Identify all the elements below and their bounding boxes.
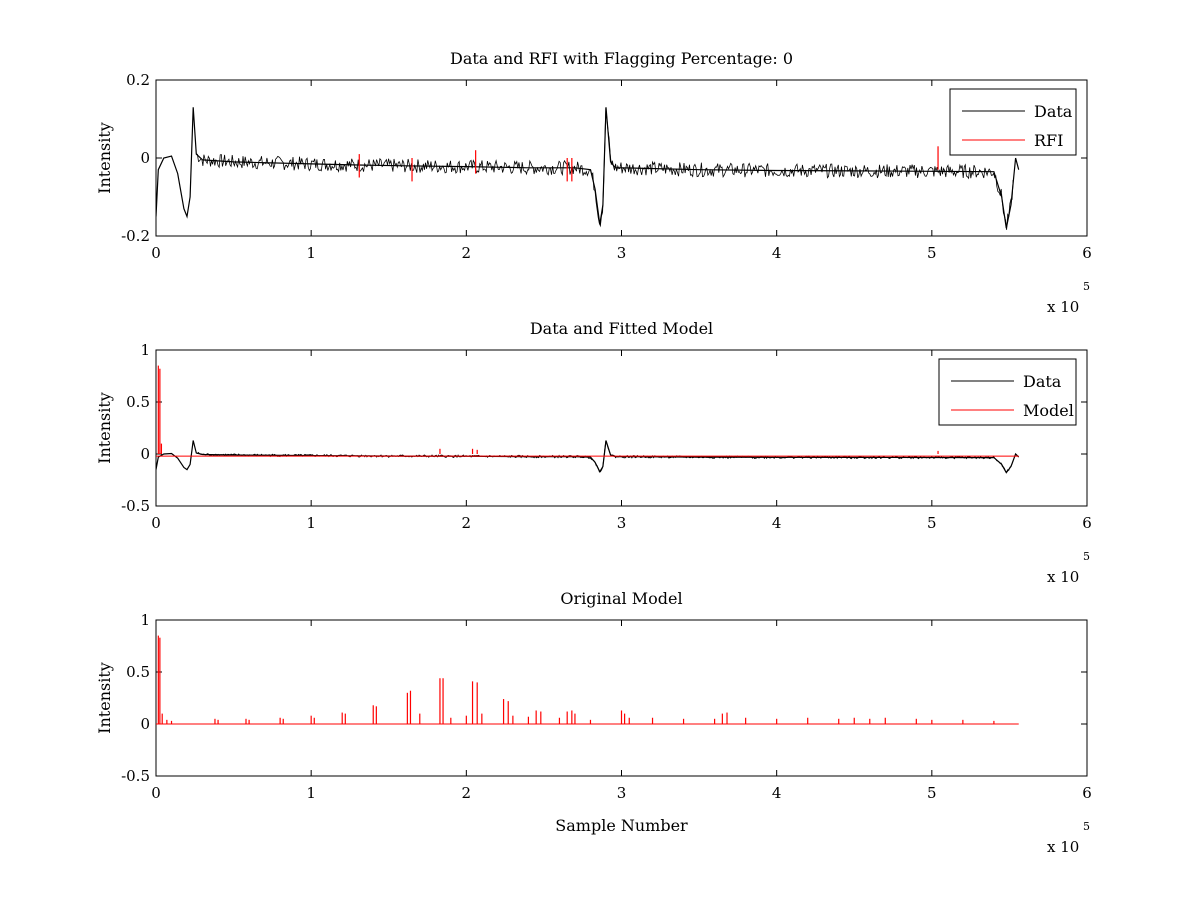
y-tick-label: 0.5 [126,393,150,411]
x-tick-label: 2 [462,244,472,262]
y-tick-label: -0.5 [121,767,150,785]
legend: Data Model [938,358,1077,426]
legend-label: RFI [1034,131,1063,150]
x-tick-label: 3 [617,784,627,802]
series-model [156,635,1019,725]
legend-label: Data [1023,372,1062,391]
x-multiplier: x 10 [1047,298,1079,316]
x-tick-label: 0 [151,784,161,802]
plot-area [155,79,1088,237]
x-tick-label: 5 [927,514,937,532]
legend: Data RFI [949,88,1077,156]
x-tick-label: 4 [772,784,782,802]
legend-label: Data [1034,102,1073,121]
series-model [156,365,1019,457]
plot-area [155,619,1088,777]
x-tick-label: 5 [927,784,937,802]
x-tick-label: 6 [1082,784,1092,802]
x-tick-label: 4 [772,244,782,262]
chart-title: Original Model [560,589,682,608]
y-tick-label: 0 [140,715,150,733]
x-tick-label: 0 [151,244,161,262]
chart-title: Data and RFI with Flagging Percentage: 0 [450,49,793,68]
y-axis-label: Intensity [95,662,114,734]
plot-area [155,349,1088,507]
x-multiplier: x 10 [1047,838,1079,856]
x-tick-label: 3 [617,244,627,262]
x-tick-label: 0 [151,514,161,532]
x-axis-label: Sample Number [555,816,688,835]
y-tick-label: 0 [140,149,150,167]
series-data [156,107,1020,230]
legend-label: Model [1023,401,1074,420]
x-tick-label: 5 [927,244,937,262]
y-axis-label: Intensity [95,392,114,464]
legend-box [949,88,1077,156]
y-tick-label: 0.5 [126,663,150,681]
y-tick-label: -0.5 [121,497,150,515]
x-tick-label: 2 [462,514,472,532]
x-tick-label: 1 [306,244,316,262]
y-axis-label: Intensity [95,122,114,194]
x-tick-label: 1 [306,784,316,802]
x-tick-label: 6 [1082,244,1092,262]
x-multiplier-exponent: 5 [1083,280,1090,293]
x-tick-label: 2 [462,784,472,802]
x-tick-label: 3 [617,514,627,532]
y-tick-label: 1 [140,341,150,359]
legend-box [938,358,1077,426]
chart-title: Data and Fitted Model [530,319,713,338]
x-tick-label: 1 [306,514,316,532]
x-multiplier-exponent: 5 [1083,820,1090,833]
series-noise [196,107,1014,230]
x-multiplier-exponent: 5 [1083,550,1090,563]
y-tick-label: 1 [140,611,150,629]
x-multiplier: x 10 [1047,568,1079,586]
y-tick-label: 0.2 [126,71,150,89]
series-rfi [358,146,939,182]
x-tick-label: 6 [1082,514,1092,532]
y-tick-label: 0 [140,445,150,463]
y-tick-label: -0.2 [121,227,150,245]
x-tick-label: 4 [772,514,782,532]
